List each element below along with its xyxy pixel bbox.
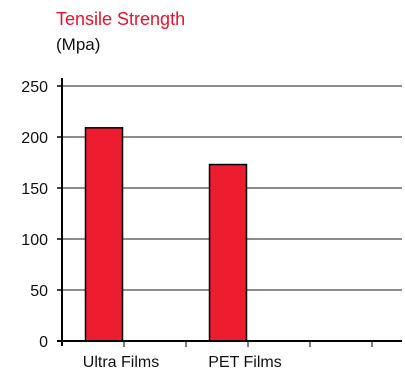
bar (84, 127, 124, 342)
y-tick-label: 200 (21, 130, 48, 147)
y-tick-label: 250 (21, 79, 48, 96)
x-tick-label: PET Films (208, 354, 281, 371)
bar (208, 163, 248, 342)
x-tick-label: Ultra Films (83, 354, 159, 371)
tick-labels: 0 50 100 150 200 250 Ultra Films PET Films (21, 79, 281, 371)
y-tick-label: 150 (21, 181, 48, 198)
y-tick-label: 100 (21, 232, 48, 249)
chart-subtitle: (Mpa) (56, 35, 101, 54)
y-tick-label: 50 (30, 283, 48, 300)
axes (57, 78, 402, 347)
chart-title: Tensile Strength (56, 9, 186, 29)
bars (84, 127, 248, 342)
y-tick-label: 0 (39, 334, 48, 351)
